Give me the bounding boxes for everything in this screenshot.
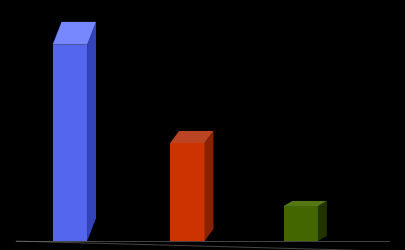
Polygon shape: [284, 206, 318, 241]
Polygon shape: [170, 143, 205, 241]
Polygon shape: [284, 201, 327, 206]
Polygon shape: [53, 22, 96, 45]
Polygon shape: [170, 131, 213, 143]
Polygon shape: [87, 22, 96, 241]
Polygon shape: [318, 201, 327, 241]
Polygon shape: [205, 131, 213, 241]
Polygon shape: [53, 45, 87, 241]
